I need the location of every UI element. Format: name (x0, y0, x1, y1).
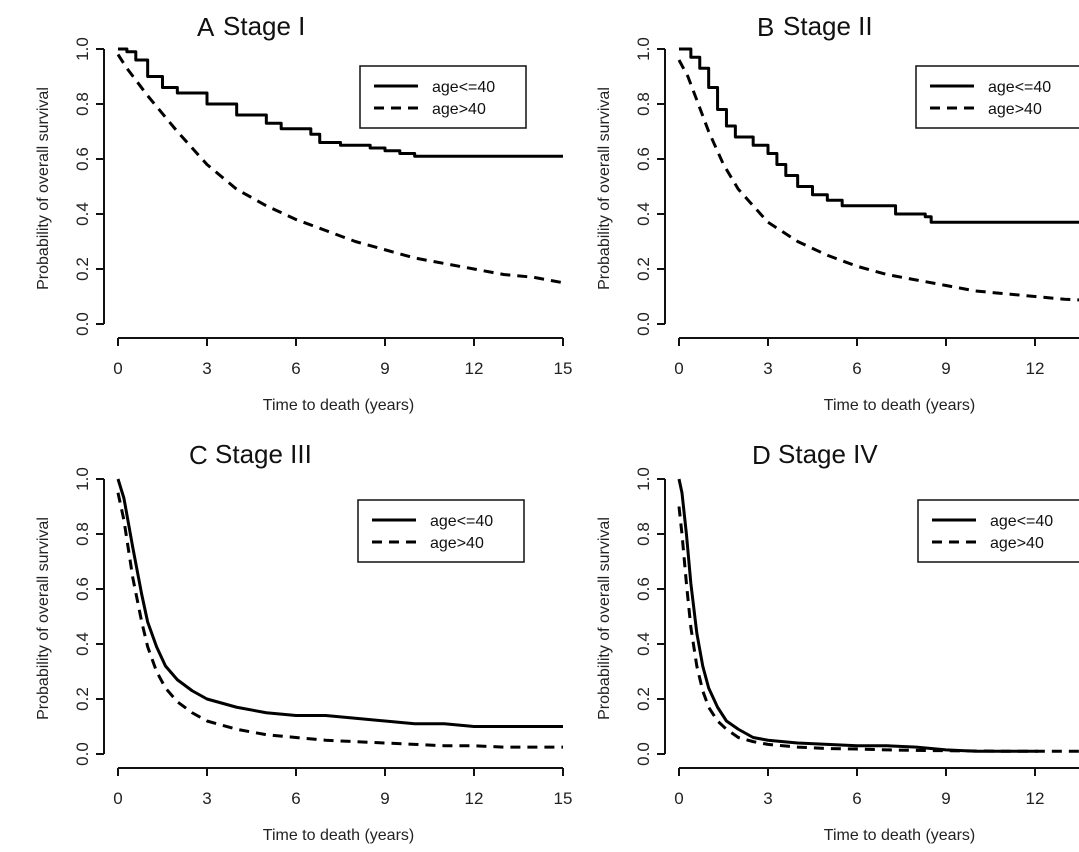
panel-title: Stage III (215, 439, 312, 469)
legend-label: age>40 (990, 535, 1044, 552)
x-tick-label: 3 (202, 789, 211, 808)
legend: age<=40 age>40 (359, 65, 527, 129)
x-tick-label: 0 (674, 359, 683, 378)
x-tick-label: 0 (113, 359, 122, 378)
y-tick-label: 0.0 (73, 312, 92, 336)
legend-box (917, 499, 1079, 563)
series-line-age-le-40 (118, 47, 563, 158)
y-tick-label: 0.0 (73, 742, 92, 766)
x-axis-label: Time to death (years) (263, 397, 414, 414)
y-axis-label: Probability of overall survival (596, 517, 613, 720)
legend-box (359, 65, 527, 129)
y-tick-label: 1.0 (634, 37, 653, 61)
x-tick-label: 3 (763, 789, 772, 808)
legend: age<=40 age>40 (917, 499, 1079, 563)
x-tick-label: 12 (465, 789, 484, 808)
x-tick-label: 12 (465, 359, 484, 378)
y-tick-label: 0.2 (634, 257, 653, 281)
series-line-age-gt-40 (677, 59, 1079, 302)
x-axis-label: Time to death (years) (263, 827, 414, 844)
panel-c: C Stage III 0.0 0.2 0.4 0.6 0.8 1.0 0 3 6 9 12 15 Time… (35, 439, 572, 844)
y-axis-label: Probability of overall survival (35, 87, 52, 290)
legend-label: age<=40 (430, 513, 493, 530)
x-tick-label: 6 (291, 359, 300, 378)
y-tick-label: 1.0 (73, 37, 92, 61)
y-tick-label: 0.8 (634, 92, 653, 116)
panel-d: D Stage IV 0.0 0.2 0.4 0.6 0.8 1.0 0 3 6 9 12 Time to… (596, 439, 1079, 844)
x-tick-label: 9 (380, 359, 389, 378)
series-line-age-gt-40 (116, 53, 564, 285)
legend-label: age<=40 (990, 513, 1053, 530)
y-tick-label: 0.2 (634, 687, 653, 711)
y-tick-label: 0.6 (73, 147, 92, 171)
legend-label: age>40 (430, 535, 484, 552)
y-tick-label: 0.0 (634, 312, 653, 336)
x-tick-label: 0 (113, 789, 122, 808)
series-line-age-gt-40 (677, 506, 1079, 753)
x-tick-label: 6 (852, 359, 861, 378)
y-tick-label: 0.2 (73, 687, 92, 711)
y-tick-label: 0.4 (73, 202, 92, 226)
y-tick-label: 0.8 (634, 522, 653, 546)
legend-box (357, 499, 525, 563)
panel-b: B Stage II 0.0 0.2 0.4 0.6 0.8 1.0 0 3 6 9 12 Time to… (596, 11, 1079, 414)
panel-letter: A (197, 12, 215, 42)
y-tick-label: 0.6 (634, 147, 653, 171)
x-tick-label: 9 (380, 789, 389, 808)
panel-a: A Stage I 0.0 0.2 0.4 0.6 0.8 1.0 0 3 6 9 12 15 Time t… (35, 11, 572, 414)
y-tick-label: 0.0 (634, 742, 653, 766)
legend-label: age>40 (988, 101, 1042, 118)
panel-letter: D (752, 440, 771, 470)
y-tick-label: 0.4 (634, 202, 653, 226)
x-tick-label: 6 (852, 789, 861, 808)
x-tick-label: 15 (554, 359, 573, 378)
y-tick-label: 0.6 (634, 577, 653, 601)
panel-title: Stage II (783, 11, 873, 41)
panel-title: Stage I (223, 11, 305, 41)
x-tick-label: 3 (202, 359, 211, 378)
y-tick-label: 0.8 (73, 92, 92, 116)
series-line-age-le-40 (679, 47, 1079, 224)
panel-letter: C (189, 440, 208, 470)
x-axis-label: Time to death (years) (824, 397, 975, 414)
x-tick-label: 12 (1026, 789, 1045, 808)
legend-label: age<=40 (432, 79, 495, 96)
y-axis-label: Probability of overall survival (35, 517, 52, 720)
x-tick-label: 9 (941, 359, 950, 378)
y-tick-label: 0.8 (73, 522, 92, 546)
x-tick-label: 6 (291, 789, 300, 808)
legend-label: age>40 (432, 101, 486, 118)
legend: age<=40 age>40 (915, 65, 1079, 129)
y-tick-label: 1.0 (73, 467, 92, 491)
series-line-age-le-40 (677, 478, 1038, 753)
legend-box (915, 65, 1079, 129)
x-axis-label: Time to death (years) (824, 827, 975, 844)
y-tick-label: 0.2 (73, 257, 92, 281)
panel-letter: B (757, 12, 774, 42)
y-tick-label: 0.4 (634, 632, 653, 656)
x-tick-label: 12 (1026, 359, 1045, 378)
series-line-age-le-40 (116, 478, 563, 728)
y-tick-label: 0.6 (73, 577, 92, 601)
x-tick-label: 0 (674, 789, 683, 808)
y-tick-label: 1.0 (634, 467, 653, 491)
panel-title: Stage IV (778, 439, 878, 469)
y-tick-label: 0.4 (73, 632, 92, 656)
x-tick-label: 15 (554, 789, 573, 808)
x-tick-label: 9 (941, 789, 950, 808)
y-axis-label: Probability of overall survival (596, 87, 613, 290)
series-line-age-gt-40 (116, 492, 563, 749)
legend-label: age<=40 (988, 79, 1051, 96)
x-tick-label: 3 (763, 359, 772, 378)
legend: age<=40 age>40 (357, 499, 525, 563)
